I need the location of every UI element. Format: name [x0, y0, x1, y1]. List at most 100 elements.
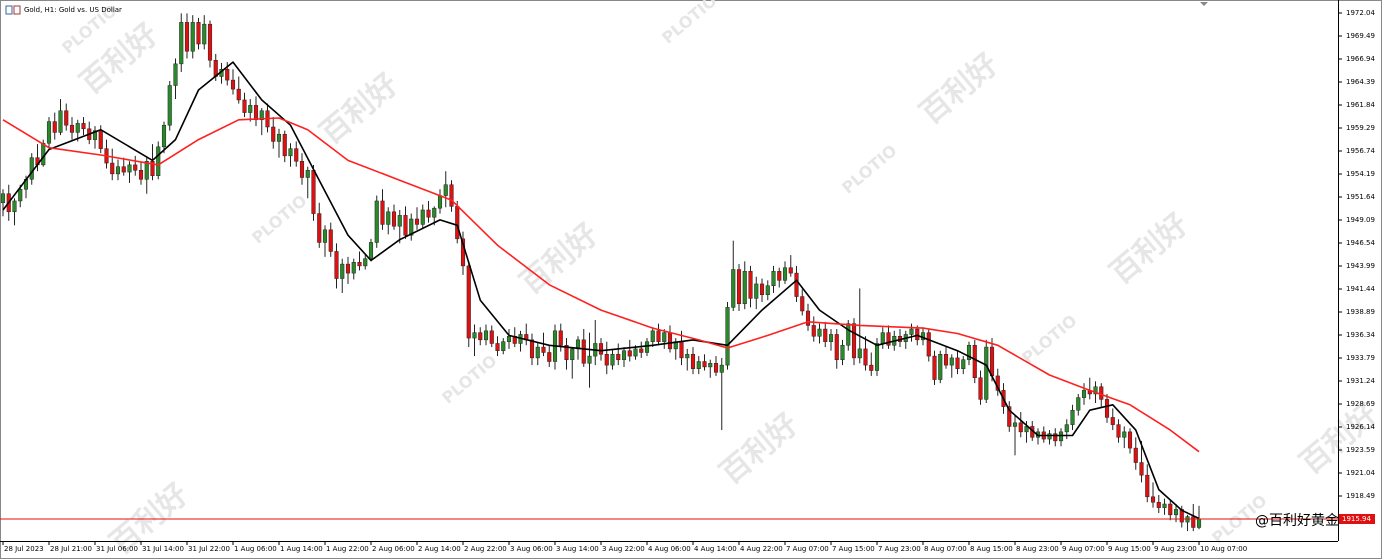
source-label: @百利好黄金: [1255, 512, 1339, 529]
x-tick-label: 3 Aug 06:00: [510, 545, 553, 553]
candle-body: [811, 325, 816, 337]
candle-body: [759, 283, 765, 296]
x-tick-label: 8 Aug 07:00: [924, 545, 967, 553]
candle-body: [1168, 503, 1173, 516]
candle-body: [69, 124, 75, 133]
candle-body: [1110, 417, 1115, 425]
y-tick-label: 1943.99: [1346, 262, 1375, 270]
candle-body: [1116, 424, 1121, 438]
candle-body: [259, 110, 264, 121]
x-tick-label: 28 Jul 21:00: [50, 545, 92, 553]
x-tick-label: 3 Aug 22:00: [602, 545, 645, 553]
y-tick-label: 1946.54: [1346, 239, 1375, 247]
candle-body: [535, 346, 540, 359]
candle-body: [978, 377, 983, 400]
current-price-box: [1339, 513, 1375, 524]
candle-body: [961, 359, 966, 369]
icon: [13, 5, 21, 15]
candle-body: [966, 345, 972, 360]
x-tick-label: 4 Aug 14:00: [694, 545, 737, 553]
candle-body: [679, 341, 684, 359]
candle-body: [391, 211, 397, 227]
candle-body: [115, 166, 121, 175]
candle-body: [58, 110, 63, 133]
candle-body: [202, 23, 207, 45]
candle-body: [1139, 462, 1144, 476]
y-tick-label: 1936.34: [1346, 331, 1375, 339]
candle-body: [690, 354, 696, 369]
candle-body: [478, 332, 483, 341]
candle-body: [110, 162, 115, 175]
candle-body: [725, 307, 730, 366]
candle-body: [305, 170, 310, 178]
candle-body: [857, 348, 862, 359]
candle-body: [1058, 431, 1064, 442]
candle-body: [1156, 501, 1161, 508]
candle-body: [225, 69, 230, 81]
y-tick-label: 1918.49: [1346, 492, 1375, 500]
candle-body: [121, 166, 126, 173]
candle-body: [420, 209, 425, 225]
x-tick-label: 9 Aug 07:00: [1062, 545, 1105, 553]
candle-body: [702, 361, 707, 368]
candle-body: [782, 267, 788, 281]
candle-body: [547, 352, 552, 362]
candle-body: [92, 130, 98, 140]
candle-body: [650, 330, 655, 342]
y-tick-label: 1941.44: [1346, 285, 1375, 293]
candle-body: [328, 229, 333, 252]
candle-body: [52, 121, 57, 133]
x-tick-label: 4 Aug 22:00: [740, 545, 783, 553]
y-tick-label: 1938.89: [1346, 308, 1375, 316]
candle-body: [127, 164, 132, 173]
candle-body: [949, 357, 954, 366]
candle-body: [1145, 474, 1150, 498]
candle-body: [972, 345, 977, 378]
candle-body: [506, 336, 512, 342]
candle-body: [156, 146, 161, 176]
candle-body: [351, 262, 356, 274]
candle-body: [926, 332, 931, 357]
candle-body: [150, 161, 155, 176]
candle-body: [874, 343, 880, 371]
candle-body: [501, 341, 506, 351]
y-tick-label: 1933.79: [1346, 354, 1375, 362]
candle-body: [731, 269, 736, 308]
candle-body: [932, 355, 937, 380]
y-tick-label: 1972.04: [1346, 9, 1375, 17]
candle-body: [771, 271, 776, 286]
candle-body: [984, 346, 989, 400]
candle-body: [299, 161, 305, 178]
candle-body: [719, 364, 724, 373]
candle-body: [489, 330, 494, 344]
y-tick-label: 1926.14: [1346, 423, 1375, 431]
candle-body: [230, 79, 236, 90]
candle-body: [236, 88, 241, 101]
x-tick-label: 4 Aug 06:00: [648, 545, 691, 553]
candle-body: [736, 269, 742, 305]
candle-body: [541, 346, 546, 353]
candle-body: [581, 339, 586, 364]
candle-body: [863, 348, 868, 366]
candle-body: [880, 332, 885, 344]
candle-body: [18, 188, 23, 202]
candle-body: [794, 272, 799, 297]
candle-body: [253, 105, 259, 121]
candle-body: [1070, 409, 1075, 425]
candle-body: [633, 348, 638, 357]
candle-body: [443, 184, 448, 196]
candle-body: [1150, 496, 1156, 503]
candle-body: [851, 323, 857, 359]
x-tick-label: 7 Aug 15:00: [832, 545, 875, 553]
candle-body: [938, 354, 943, 380]
x-tick-label: 7 Aug 07:00: [786, 545, 829, 553]
candle-body: [334, 251, 339, 279]
y-tick-label: 1954.19: [1346, 170, 1375, 178]
candle-body: [955, 357, 960, 369]
candle-body: [685, 354, 690, 359]
candle-body: [311, 170, 316, 214]
candle-body: [380, 200, 385, 225]
candle-body: [604, 354, 609, 366]
